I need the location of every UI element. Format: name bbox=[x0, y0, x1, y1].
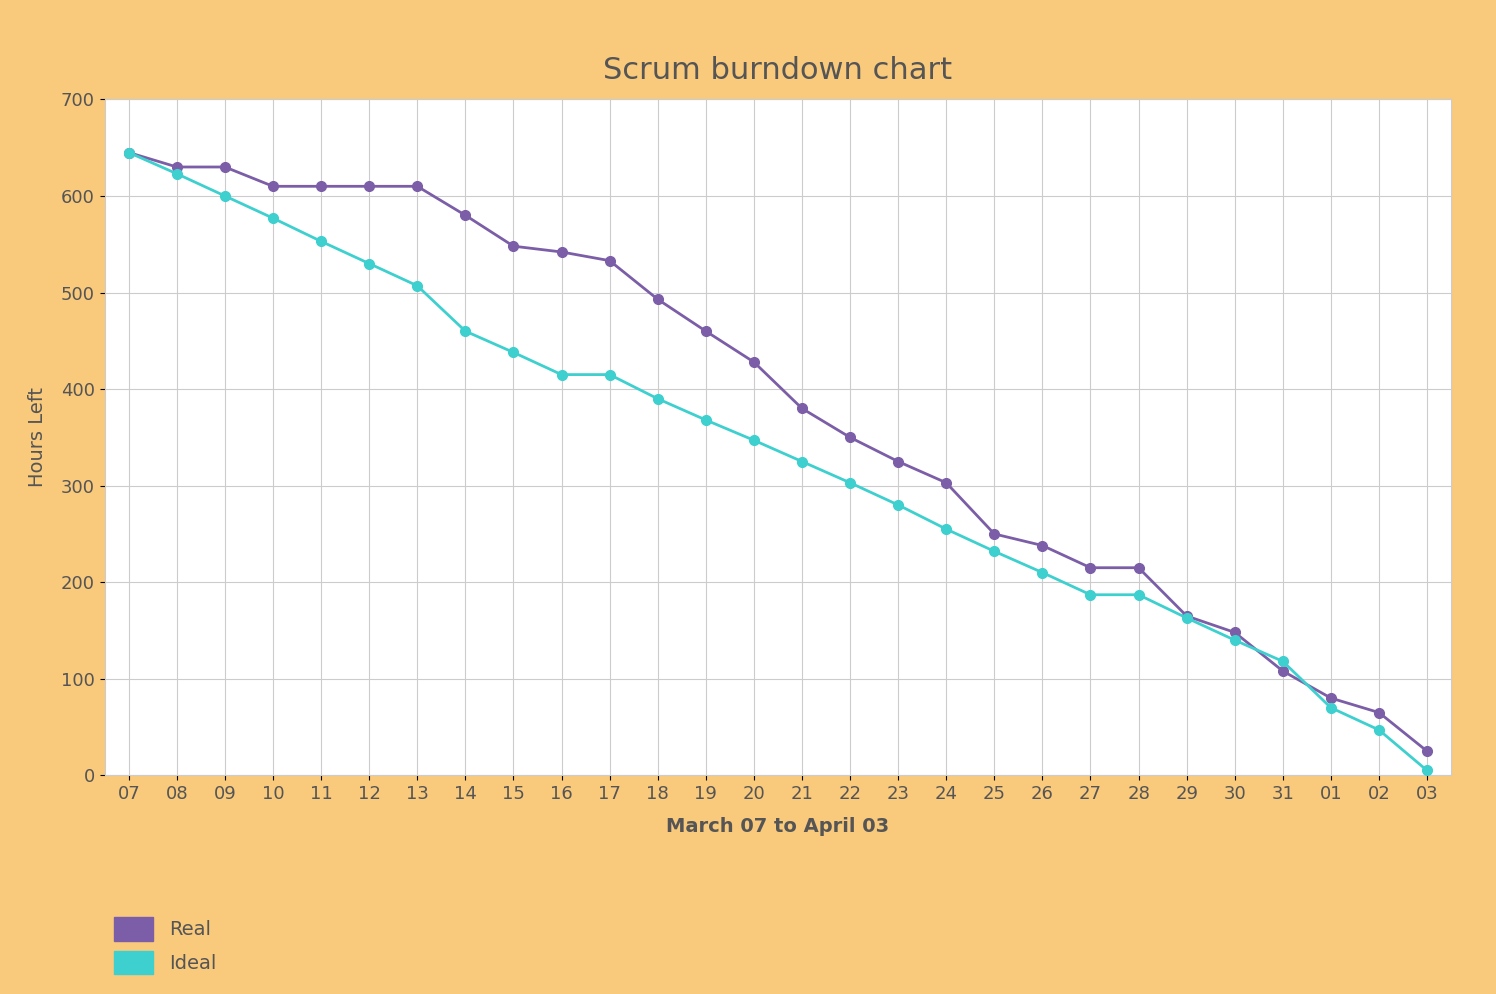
Real bbox=[697, 325, 715, 337]
Real bbox=[1322, 692, 1340, 704]
Real bbox=[215, 161, 233, 173]
Real bbox=[1034, 540, 1052, 552]
Real bbox=[793, 403, 811, 414]
Real bbox=[841, 431, 859, 443]
Real bbox=[408, 180, 426, 192]
X-axis label: March 07 to April 03: March 07 to April 03 bbox=[666, 817, 890, 836]
Ideal bbox=[936, 523, 954, 535]
Title: Scrum burndown chart: Scrum burndown chart bbox=[603, 56, 953, 84]
Ideal bbox=[697, 414, 715, 426]
Real bbox=[313, 180, 331, 192]
Ideal bbox=[1370, 724, 1388, 736]
Ideal bbox=[841, 477, 859, 489]
Ideal bbox=[1082, 588, 1100, 600]
Ideal bbox=[1034, 567, 1052, 579]
Real bbox=[1370, 707, 1388, 719]
Real bbox=[1082, 562, 1100, 574]
Ideal bbox=[1418, 764, 1436, 776]
Ideal bbox=[649, 393, 667, 405]
Ideal bbox=[456, 325, 474, 337]
Real bbox=[1273, 665, 1291, 677]
Real bbox=[168, 161, 186, 173]
Real bbox=[936, 477, 954, 489]
Real bbox=[120, 146, 138, 158]
Ideal bbox=[168, 168, 186, 180]
Real bbox=[1129, 562, 1147, 574]
Ideal bbox=[408, 279, 426, 291]
Ideal bbox=[1322, 702, 1340, 714]
Real bbox=[456, 210, 474, 222]
Ideal bbox=[1273, 655, 1291, 667]
Ideal bbox=[745, 434, 763, 446]
Ideal bbox=[1129, 588, 1147, 600]
Ideal bbox=[313, 236, 331, 248]
Ideal bbox=[215, 190, 233, 202]
Ideal bbox=[552, 369, 570, 381]
Ideal bbox=[1177, 612, 1195, 624]
Line: Ideal: Ideal bbox=[124, 148, 1432, 775]
Real bbox=[1177, 610, 1195, 622]
Real bbox=[986, 528, 1004, 540]
Real bbox=[889, 455, 907, 467]
Real bbox=[600, 254, 618, 266]
Ideal bbox=[504, 347, 522, 359]
Real bbox=[552, 246, 570, 257]
Ideal bbox=[1225, 634, 1243, 646]
Y-axis label: Hours Left: Hours Left bbox=[28, 388, 46, 487]
Real bbox=[1225, 626, 1243, 638]
Legend: Real, Ideal: Real, Ideal bbox=[114, 917, 217, 974]
Ideal bbox=[361, 257, 378, 269]
Ideal bbox=[793, 455, 811, 467]
Ideal bbox=[986, 546, 1004, 558]
Real bbox=[504, 241, 522, 252]
Real bbox=[745, 356, 763, 368]
Line: Real: Real bbox=[124, 148, 1432, 756]
Ideal bbox=[889, 499, 907, 511]
Real bbox=[361, 180, 378, 192]
Real bbox=[649, 293, 667, 305]
Ideal bbox=[120, 146, 138, 158]
Ideal bbox=[263, 212, 281, 224]
Real bbox=[1418, 746, 1436, 757]
Real bbox=[263, 180, 281, 192]
Ideal bbox=[600, 369, 618, 381]
